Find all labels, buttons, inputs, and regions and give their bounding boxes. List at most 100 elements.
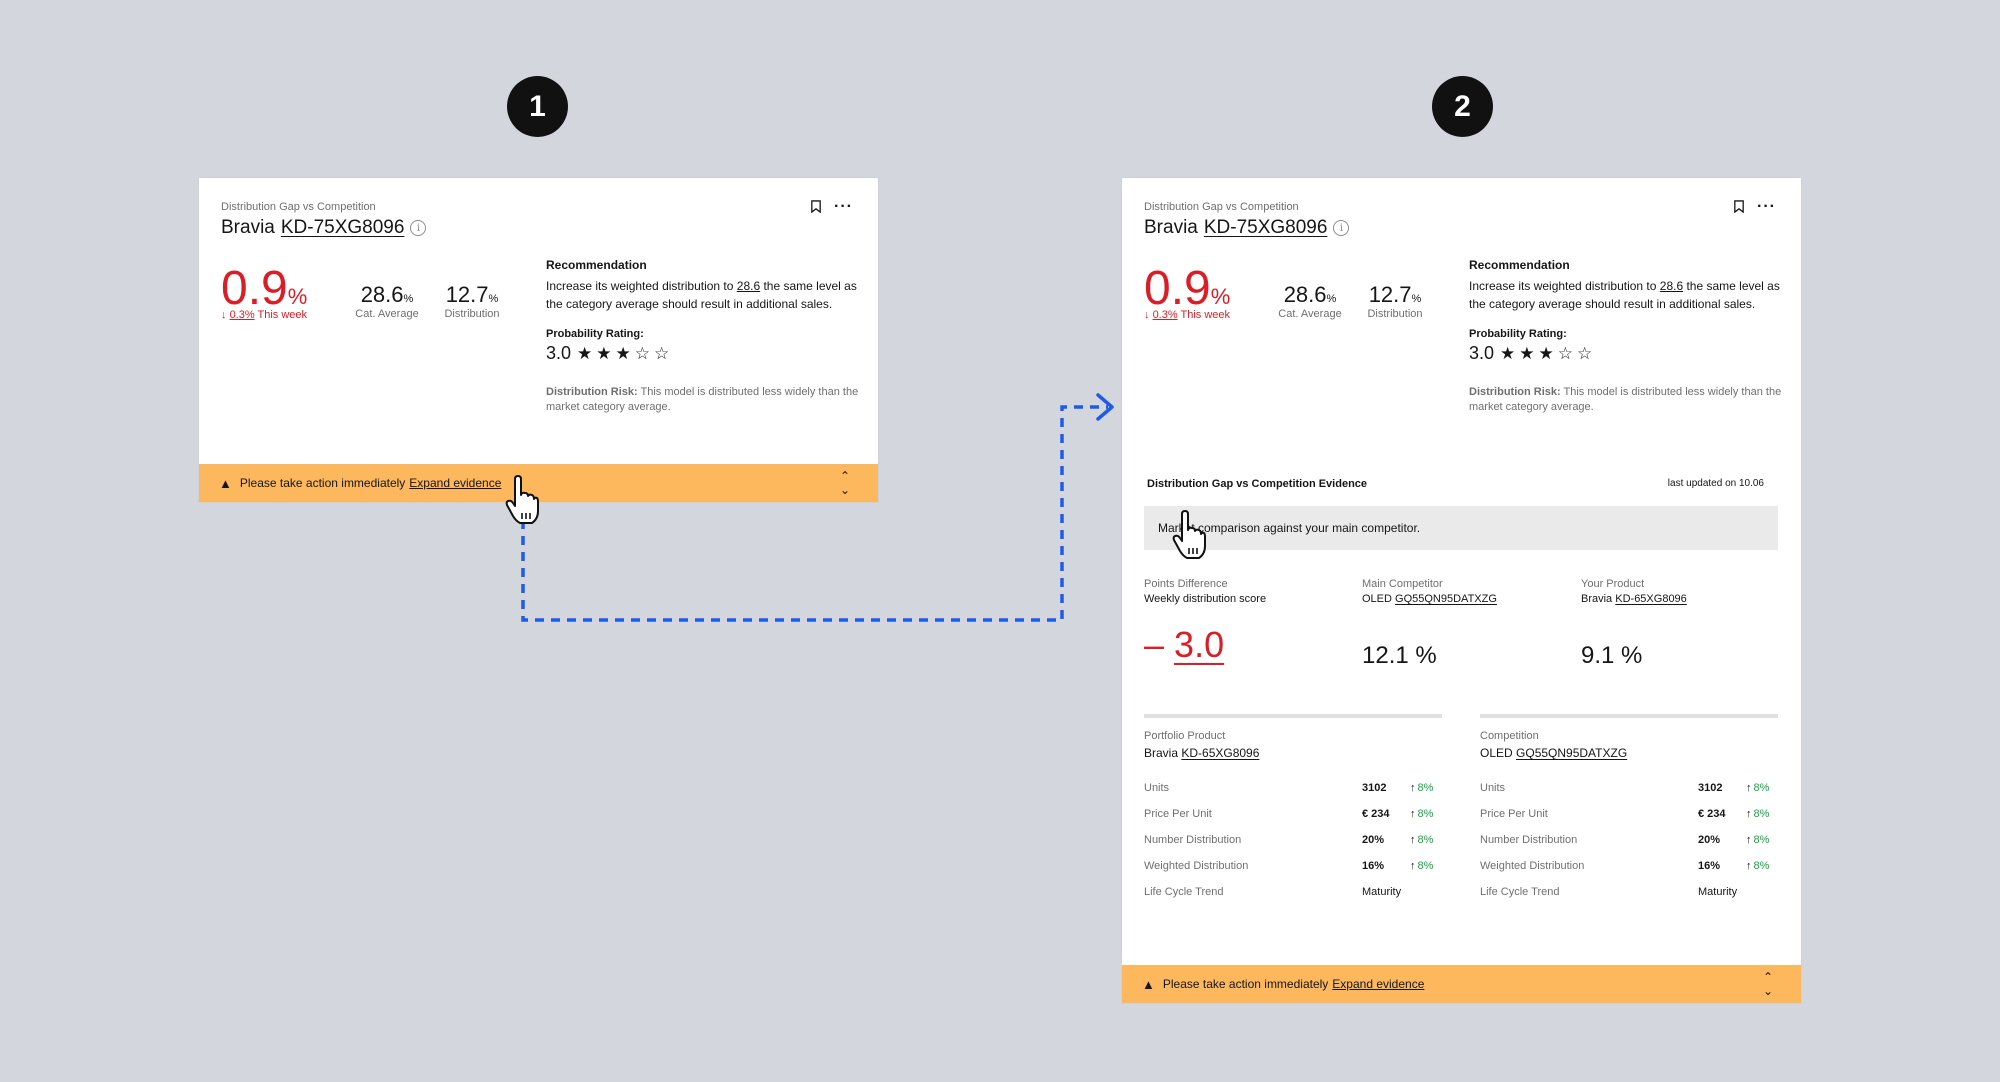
stat-name: Life Cycle Trend — [1480, 886, 1560, 898]
card-title: Bravia KD-75XG8096 i — [1144, 217, 1350, 239]
recommendation-text: Increase its weighted distribution to 28… — [1469, 279, 1780, 311]
stat-name: Price Per Unit — [1480, 808, 1548, 820]
bookmark-icon[interactable] — [810, 200, 822, 213]
arrow-up-icon: ↑ — [1410, 834, 1416, 846]
info-icon[interactable]: i — [1333, 220, 1350, 236]
stat-value: 16% — [1362, 860, 1385, 872]
arrow-up-icon: ↑ — [1746, 808, 1752, 820]
stat-row: Life Cycle Trend Maturity — [1480, 886, 1746, 898]
stat-row: Units 3102 ↑ 8% — [1480, 782, 1769, 794]
distribution-risk: Distribution Risk: This model is distrib… — [546, 386, 859, 413]
stat-value: 3102 — [1698, 782, 1723, 794]
main-competitor-header: Main Competitor OLED GQ55QN95DATXZG — [1362, 578, 1497, 605]
probability-label: Probability Rating: — [1469, 328, 1567, 340]
star-filled-icon: ★ — [596, 343, 612, 363]
insight-card-expanded: Distribution Gap vs Competition Bravia K… — [1122, 178, 1801, 1003]
your-product-value: 9.1 % — [1581, 642, 1643, 669]
star-empty-icon: ☆ — [634, 343, 651, 363]
expand-chevron-icon[interactable]: ⌃ ⌄ — [839, 469, 850, 497]
expand-chevron-icon[interactable]: ⌃ ⌄ — [1762, 970, 1773, 998]
more-options-icon[interactable]: ··· — [1757, 197, 1776, 215]
weekly-trend: ↓ 0.3% This week — [221, 309, 308, 321]
gap-value: 0.9% — [1144, 262, 1231, 315]
star-filled-icon: ★ — [1538, 343, 1554, 363]
stat-row: Units 3102 ↑ 8% — [1144, 782, 1433, 794]
recommendation-text: Increase its weighted distribution to 28… — [546, 279, 857, 311]
portfolio-model-link[interactable]: KD-65XG8096 — [1181, 746, 1260, 760]
star-empty-icon: ☆ — [1557, 343, 1574, 363]
star-filled-icon: ★ — [577, 343, 593, 363]
stat-value: Maturity — [1362, 886, 1402, 898]
stat-value: 20% — [1698, 834, 1721, 846]
stat-row: Price Per Unit € 234 ↑ 8% — [1144, 808, 1433, 820]
model-link[interactable]: KD-75XG8096 — [280, 217, 405, 238]
step-badge-1: 1 — [507, 76, 568, 137]
arrow-up-icon: ↑ — [1746, 834, 1752, 846]
competitor-model-link[interactable]: GQ55QN95DATXZG — [1395, 593, 1497, 605]
distribution-metric: 12.7% Distribution — [1367, 282, 1423, 320]
stat-change: ↑ 8% — [1410, 782, 1434, 794]
distribution-metric: 12.7% Distribution — [444, 282, 500, 320]
info-icon[interactable]: i — [410, 220, 427, 236]
arrow-up-icon: ↑ — [1410, 808, 1416, 820]
points-difference-value: – 3.0 — [1144, 624, 1225, 665]
comparison-banner: Market comparison against your main comp… — [1144, 506, 1778, 550]
gap-value: 0.9% — [221, 262, 308, 315]
card-subtitle: Distribution Gap vs Competition — [221, 201, 376, 213]
stat-row: Life Cycle Trend Maturity — [1144, 886, 1410, 898]
stat-value: € 234 — [1698, 808, 1726, 820]
arrow-up-icon: ↑ — [1746, 860, 1752, 872]
stat-value: Maturity — [1698, 886, 1738, 898]
star-filled-icon: ★ — [1500, 343, 1516, 363]
hand-cursor-icon — [505, 475, 539, 524]
probability-rating: 3.0 ★ ★ ★ ☆ ☆ — [1469, 343, 1596, 364]
expand-evidence-link[interactable]: Expand evidence — [409, 476, 502, 490]
rating-stars: ★ ★ ★ ☆ ☆ — [577, 344, 673, 364]
arrow-up-icon: ↑ — [1410, 782, 1416, 794]
arrow-up-icon: ↑ — [1410, 860, 1416, 872]
stat-row: Price Per Unit € 234 ↑ 8% — [1480, 808, 1769, 820]
portfolio-product-header: Portfolio Product Bravia KD-65XG8096 — [1144, 730, 1260, 760]
brand-name: Bravia — [1144, 217, 1198, 238]
warning-icon: ▲ — [1142, 976, 1155, 992]
step-badge-2: 2 — [1432, 76, 1493, 137]
star-filled-icon: ★ — [615, 343, 631, 363]
divider-right — [1480, 714, 1778, 718]
competition-model-link[interactable]: GQ55QN95DATXZG — [1516, 746, 1628, 760]
recommendation-heading: Recommendation — [546, 258, 647, 272]
rating-stars: ★ ★ ★ ☆ ☆ — [1500, 344, 1596, 364]
stat-name: Number Distribution — [1480, 834, 1578, 846]
stat-name: Weighted Distribution — [1144, 860, 1249, 872]
model-link[interactable]: KD-75XG8096 — [1203, 217, 1328, 238]
stat-name: Price Per Unit — [1144, 808, 1212, 820]
stat-change: ↑ 8% — [1746, 782, 1770, 794]
expand-evidence-link[interactable]: Expand evidence — [1332, 977, 1425, 991]
stat-change: ↑ 8% — [1410, 834, 1434, 846]
weekly-trend: ↓ 0.3% This week — [1144, 309, 1231, 321]
recommendation-heading: Recommendation — [1469, 258, 1570, 272]
points-difference-header: Points Difference Weekly distribution sc… — [1144, 578, 1267, 605]
arrow-up-icon: ↑ — [1746, 782, 1752, 794]
probability-rating: 3.0 ★ ★ ★ ☆ ☆ — [546, 343, 673, 364]
stat-value: € 234 — [1362, 808, 1390, 820]
divider-left — [1144, 714, 1442, 718]
stat-name: Units — [1480, 782, 1506, 794]
star-empty-icon: ☆ — [1577, 343, 1593, 363]
warning-icon: ▲ — [219, 475, 232, 491]
stat-name: Units — [1144, 782, 1170, 794]
stat-change: ↑ 8% — [1746, 834, 1770, 846]
your-model-link[interactable]: KD-65XG8096 — [1615, 593, 1687, 605]
alert-bar[interactable]: ▲ Please take action immediately Expand … — [1122, 965, 1801, 1003]
stat-change: ↑ 8% — [1410, 808, 1434, 820]
stat-name: Life Cycle Trend — [1144, 886, 1224, 898]
stat-change: ↑ 8% — [1746, 860, 1770, 872]
stat-name: Number Distribution — [1144, 834, 1242, 846]
bookmark-icon[interactable] — [1733, 200, 1745, 213]
stat-value: 16% — [1698, 860, 1721, 872]
stat-value: 3102 — [1362, 782, 1387, 794]
evidence-title: Distribution Gap vs Competition Evidence — [1147, 478, 1368, 490]
brand-name: Bravia — [221, 217, 275, 238]
stat-change: ↑ 8% — [1410, 860, 1434, 872]
competitor-value: 12.1 % — [1362, 642, 1437, 669]
more-options-icon[interactable]: ··· — [834, 197, 853, 215]
